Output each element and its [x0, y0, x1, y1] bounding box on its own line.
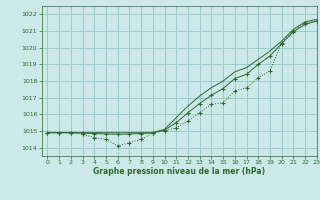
X-axis label: Graphe pression niveau de la mer (hPa): Graphe pression niveau de la mer (hPa) — [93, 167, 265, 176]
